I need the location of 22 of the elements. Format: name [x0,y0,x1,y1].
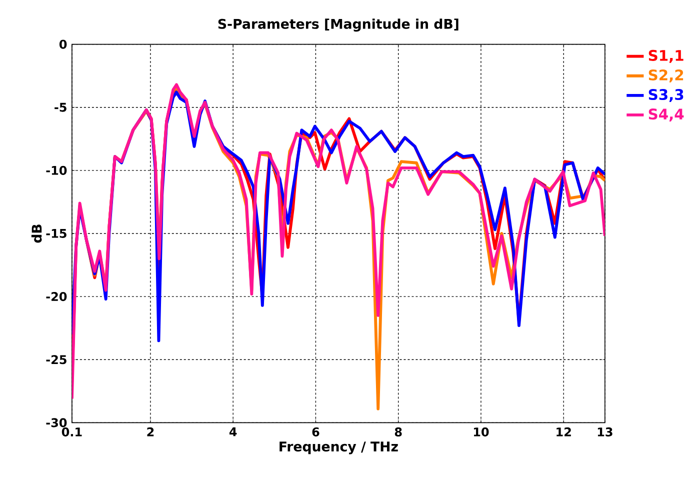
legend-label: S4,4 [648,108,684,122]
y-tick-label: -10 [46,166,67,176]
y-tick-label: -5 [54,103,66,112]
y-tick-label: -25 [46,355,66,364]
y-axis-title: dB [31,224,42,243]
legend-label: S1,1 [648,50,684,64]
x-tick-label: 10 [474,428,489,437]
chart-title: S-Parameters [Magnitude in dB] [218,18,458,32]
y-tick-label: -15 [46,229,66,238]
legend-label: S3,3 [648,89,684,102]
x-tick-label: 4 [229,428,237,436]
y-tick-label: 0 [59,40,67,49]
x-tick-label: 6 [312,428,320,437]
x-tick-label: 0.1 [62,428,82,437]
x-tick-label: 13 [598,428,612,437]
legend-label: S2,2 [648,70,684,83]
x-tick-label: 2 [147,428,154,436]
x-tick-label: 12 [556,428,571,436]
x-axis-title: Frequency / THz [280,442,398,454]
x-tick-label: 8 [394,428,402,437]
y-tick-label: -20 [46,292,67,302]
y-tick-label: -30 [46,418,67,428]
